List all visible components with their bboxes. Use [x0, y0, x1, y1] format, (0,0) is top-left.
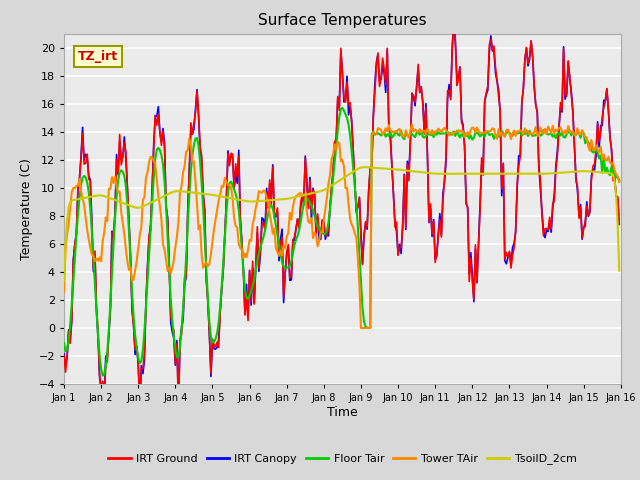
X-axis label: Time: Time	[327, 406, 358, 419]
Y-axis label: Temperature (C): Temperature (C)	[20, 158, 33, 260]
Text: TZ_irt: TZ_irt	[78, 50, 118, 63]
Legend: IRT Ground, IRT Canopy, Floor Tair, Tower TAir, TsoilD_2cm: IRT Ground, IRT Canopy, Floor Tair, Towe…	[104, 449, 581, 469]
Title: Surface Temperatures: Surface Temperatures	[258, 13, 427, 28]
